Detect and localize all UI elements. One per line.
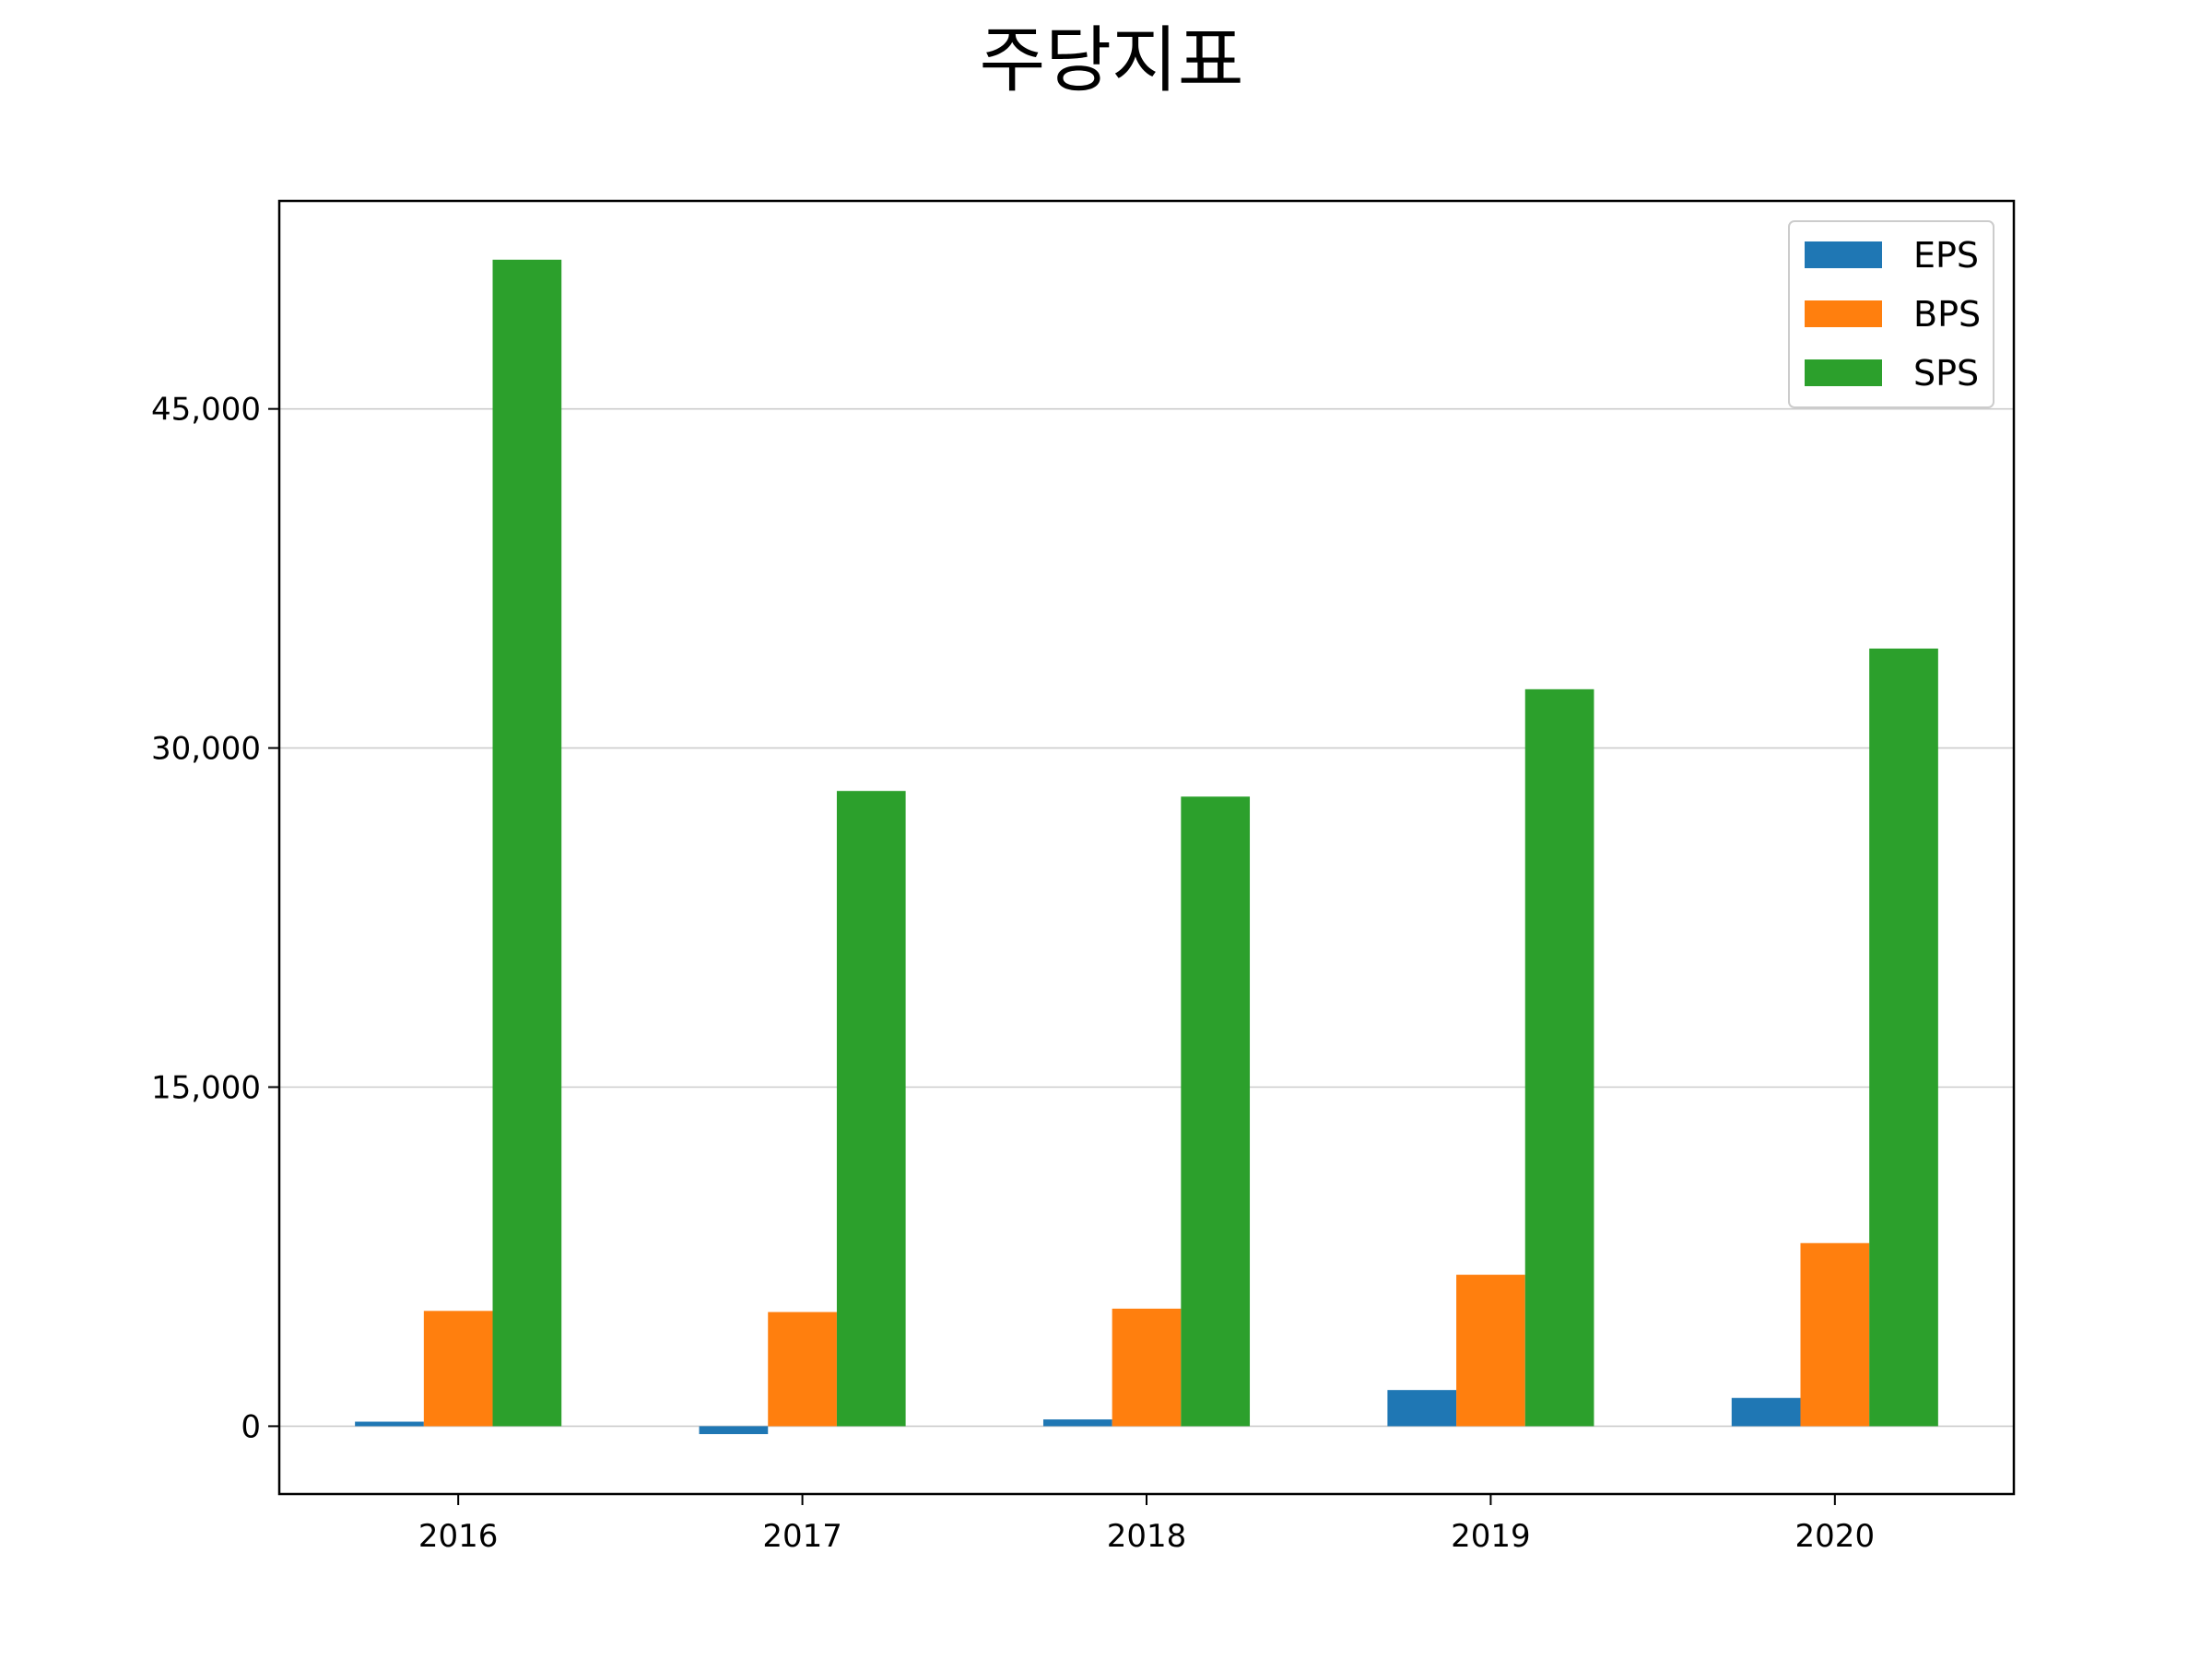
bar-sps-2020 xyxy=(1869,648,1938,1427)
bar-bps-2016 xyxy=(423,1311,493,1427)
legend-swatch-bps xyxy=(1805,300,1882,327)
bars xyxy=(355,259,1938,1435)
bar-sps-2016 xyxy=(492,259,562,1427)
y-tick-label: 0 xyxy=(241,1408,261,1445)
x-tick-label: 2018 xyxy=(1107,1518,1187,1555)
x-tick-label: 2016 xyxy=(418,1518,499,1555)
bar-eps-2017 xyxy=(699,1426,769,1435)
y-tick-label: 15,000 xyxy=(151,1069,261,1106)
bar-eps-2020 xyxy=(1731,1397,1801,1427)
y-tick-label: 45,000 xyxy=(151,392,261,429)
legend-label-eps: EPS xyxy=(1913,235,1979,276)
legend: EPS BPS SPS xyxy=(1788,220,1994,408)
legend-label-sps: SPS xyxy=(1913,353,1979,394)
x-tick-label: 2019 xyxy=(1451,1518,1531,1555)
grid-lines xyxy=(279,407,2014,1428)
bar-eps-2019 xyxy=(1387,1390,1457,1427)
chart-title: 주당지표 xyxy=(979,19,1243,102)
y-axis: 0 15,000 30,000 45,000 xyxy=(151,392,279,1445)
legend-swatch-sps xyxy=(1805,359,1882,386)
legend-label-bps: BPS xyxy=(1913,294,1981,335)
bar-sps-2019 xyxy=(1524,688,1594,1427)
x-tick-label: 2017 xyxy=(762,1518,842,1555)
x-tick-label: 2020 xyxy=(1795,1518,1876,1555)
bar-bps-2019 xyxy=(1456,1275,1525,1427)
legend-swatch-eps xyxy=(1805,241,1882,268)
bar-sps-2018 xyxy=(1181,796,1251,1427)
bar-sps-2017 xyxy=(836,791,906,1427)
bar-bps-2020 xyxy=(1800,1242,1870,1427)
bar-bps-2018 xyxy=(1112,1308,1182,1427)
x-axis: 2016 2017 2018 2019 2020 xyxy=(418,1494,1875,1555)
y-tick-label: 30,000 xyxy=(151,731,261,768)
bar-bps-2017 xyxy=(768,1312,837,1427)
bar-eps-2018 xyxy=(1042,1419,1112,1427)
bar-eps-2016 xyxy=(355,1421,424,1427)
